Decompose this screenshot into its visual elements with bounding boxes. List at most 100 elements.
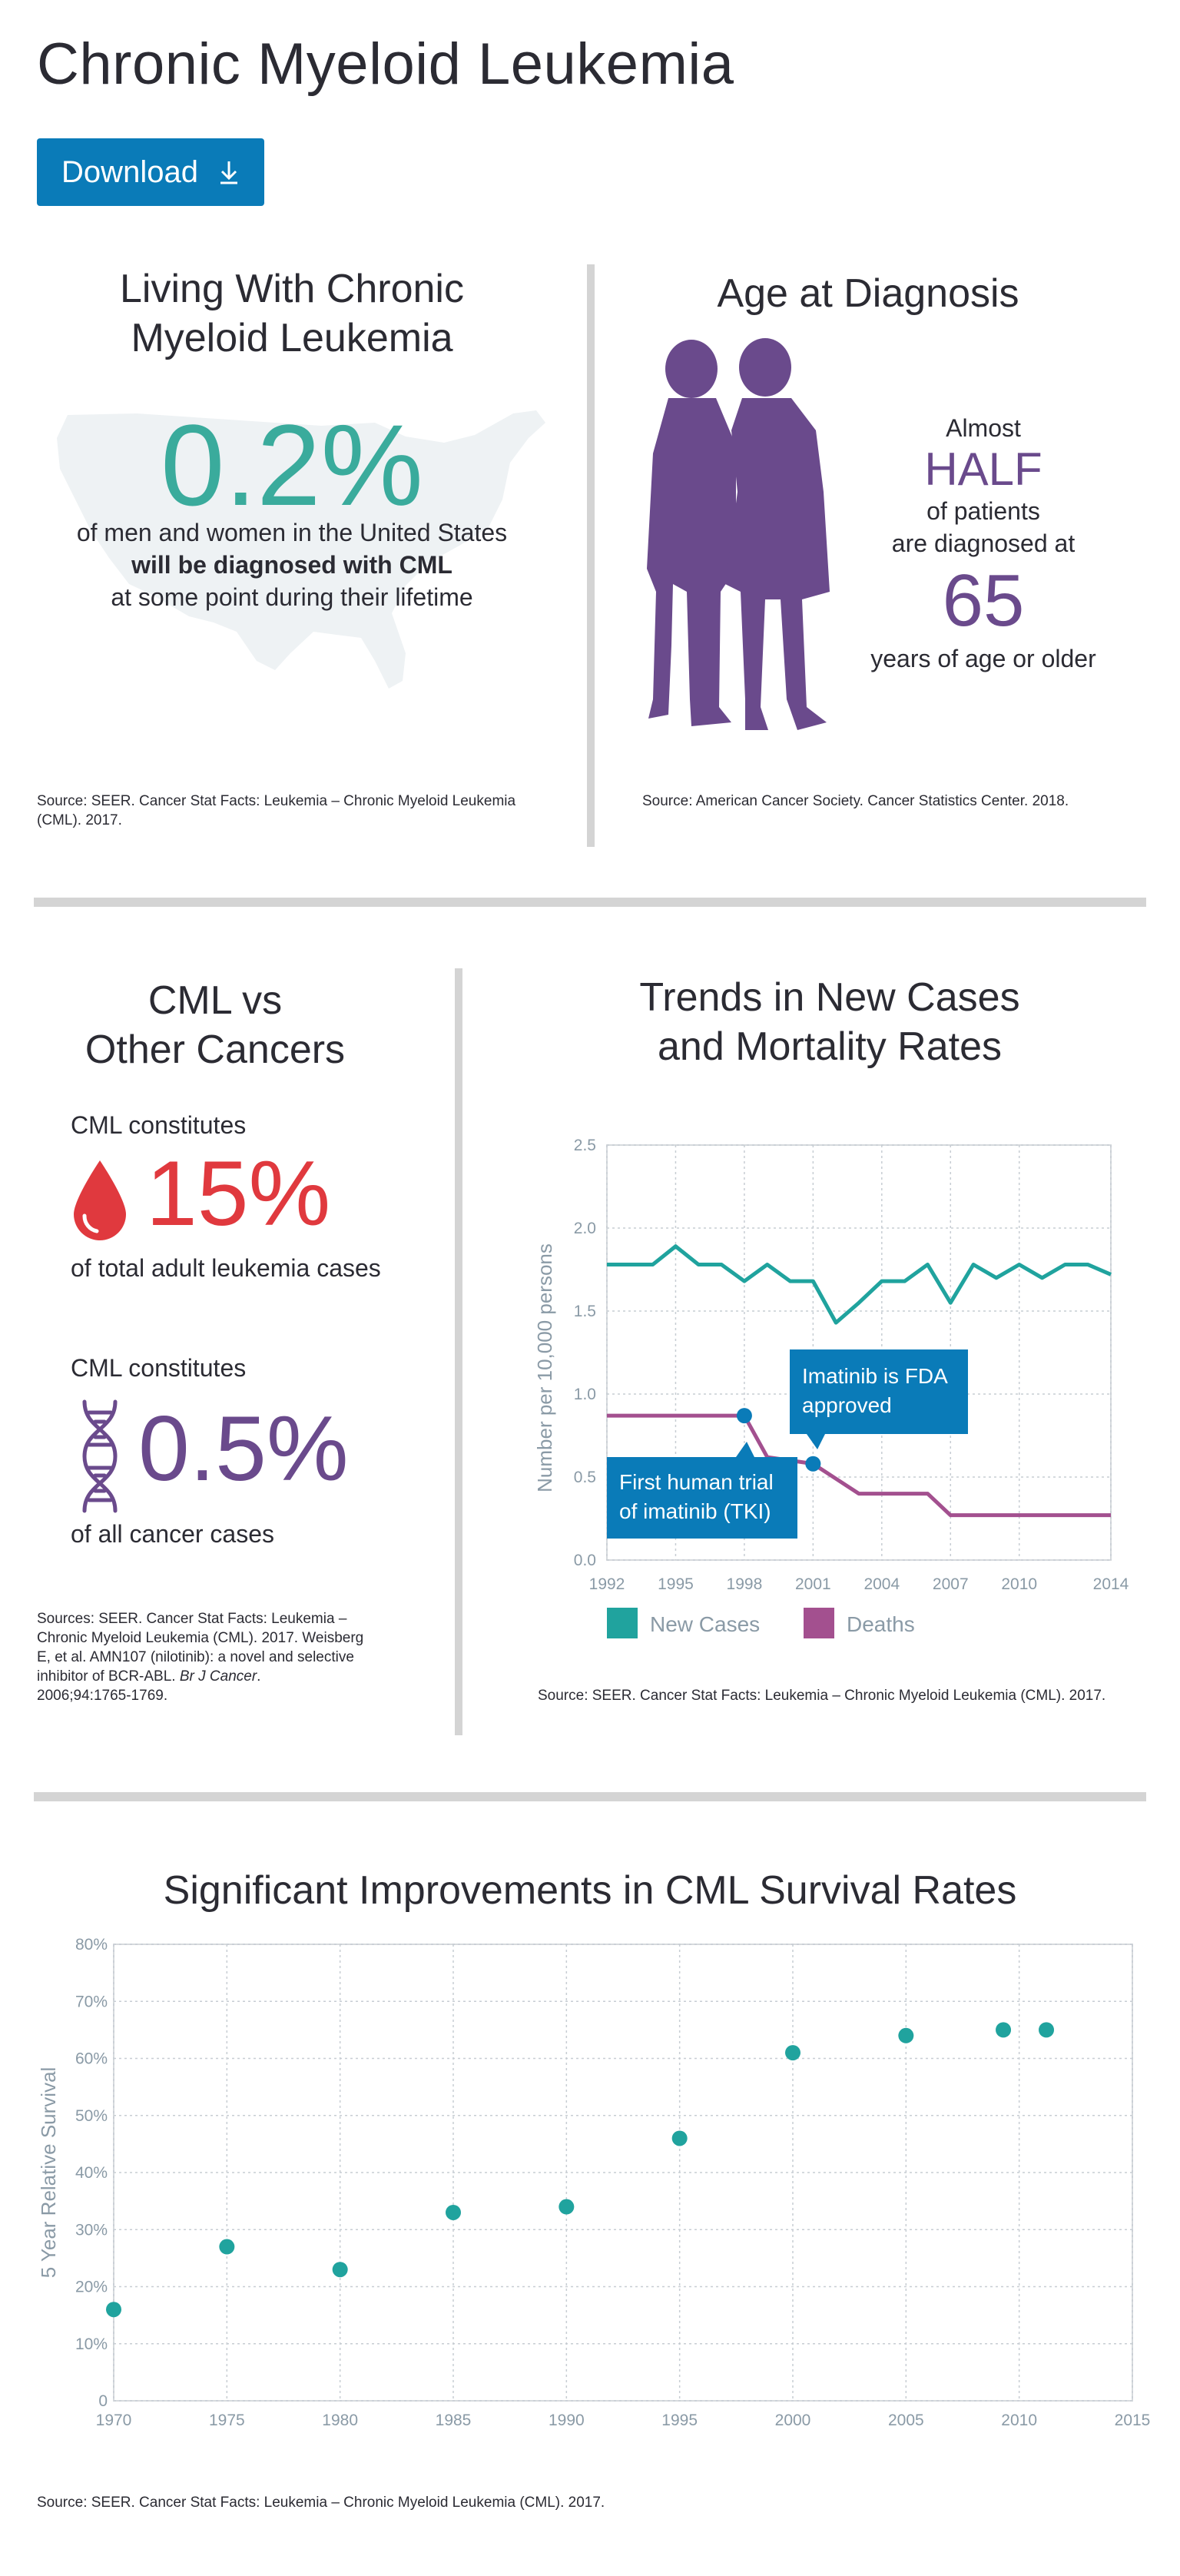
x-tick-label: 1970 (96, 2412, 132, 2429)
age-almost: Almost (946, 414, 1021, 442)
divider-vertical-top (587, 264, 595, 847)
cml-vs-source-line5: 2006;94:1765-1769. (37, 1688, 168, 1704)
callout-fda-line1: Imatinib is FDA (802, 1364, 948, 1388)
callout-fda-pointer (807, 1434, 825, 1449)
trends-title-line2: and Mortality Rates (658, 1024, 1002, 1069)
data-point (219, 2239, 235, 2255)
x-tick-label: 1975 (209, 2412, 245, 2429)
data-point (446, 2204, 461, 2220)
x-tick-label: 1980 (322, 2412, 358, 2429)
callout-trial-pointer (736, 1442, 754, 1457)
cml-vs-source-line2: Chronic Myeloid Leukemia (CML). 2017. We… (37, 1630, 364, 1646)
y-tick-label: 0.0 (574, 1552, 596, 1569)
us-map-icon (57, 410, 545, 689)
y-tick-label: 70% (75, 1993, 108, 2010)
y-tick-label: 1.5 (574, 1303, 596, 1320)
living-text-line2: will be diagnosed with CML (131, 551, 452, 579)
blood-drop-icon (74, 1160, 126, 1240)
x-tick-label: 2004 (863, 1575, 900, 1593)
cml-constitutes-1: CML constitutes (71, 1111, 247, 1139)
callout-fda-line2: approved (802, 1393, 892, 1417)
legend-label-deaths: Deaths (847, 1612, 915, 1636)
series-line-new-cases (607, 1244, 1112, 1325)
cml-constitutes-2: CML constitutes (71, 1354, 247, 1382)
x-tick-label: 1998 (727, 1575, 763, 1593)
annotation-point-fda (805, 1456, 821, 1472)
y-tick-label: 50% (75, 2107, 108, 2125)
y-tick-label: 60% (75, 2050, 108, 2068)
living-title-line1: Living With Chronic (120, 267, 464, 311)
age-title: Age at Diagnosis (717, 271, 1019, 316)
y-tick-label: 1.0 (574, 1386, 596, 1403)
legend-swatch-new-cases (607, 1608, 638, 1638)
x-tick-label: 2007 (933, 1575, 969, 1593)
cml-vs-source-line4-text: inhibitor of BCR-ABL. (37, 1668, 176, 1685)
legend-swatch-deaths (804, 1608, 834, 1638)
survival-title: Significant Improvements in CML Survival… (163, 1868, 1017, 1913)
cml-vs-source-journal: Br J Cancer (179, 1668, 257, 1685)
series-line-deaths (607, 1413, 1111, 1518)
living-text-line3: at some point during their lifetime (111, 583, 473, 611)
cml-vs-source-line4: inhibitor of BCR-ABL. Br J Cancer. (37, 1667, 390, 1686)
divider-horizontal-2 (34, 1792, 1146, 1801)
callout-trial-box (607, 1457, 797, 1539)
y-tick-label: 30% (75, 2221, 108, 2239)
y-axis-label: Number per 10,000 persons (533, 1243, 556, 1492)
divider-vertical-middle (455, 968, 462, 1735)
cml-desc-2: of all cancer cases (71, 1520, 275, 1548)
cml-vs-source: Sources: SEER. Cancer Stat Facts: Leukem… (37, 1609, 390, 1705)
x-tick-label: 1995 (661, 2412, 698, 2429)
x-tick-label: 2010 (1001, 2412, 1037, 2429)
x-tick-label: 2000 (775, 2412, 811, 2429)
y-axis-label: 5 Year Relative Survival (37, 2067, 60, 2279)
cml-vs-source-line3: E, et al. AMN107 (nilotinib): a novel an… (37, 1649, 354, 1665)
y-tick-label: 2.5 (574, 1137, 596, 1154)
download-icon (218, 160, 240, 184)
x-tick-label: 2015 (1115, 2412, 1151, 2429)
age-diagnosed-at: are diagnosed at (891, 529, 1076, 557)
y-tick-label: 2.0 (574, 1220, 596, 1237)
data-point (785, 2045, 800, 2061)
x-tick-label: 2014 (1093, 1575, 1129, 1593)
people-silhouette-icon (647, 338, 830, 730)
x-tick-label: 2010 (1001, 1575, 1037, 1593)
living-title: Living With Chronic Myeloid Leukemia (46, 264, 538, 363)
callout-trial-line2: of imatinib (TKI) (619, 1499, 771, 1523)
y-tick-label: 40% (75, 2164, 108, 2182)
living-title-line2: Myeloid Leukemia (131, 316, 453, 360)
dna-icon (82, 1399, 118, 1513)
living-source: Source: SEER. Cancer Stat Facts: Leukemi… (37, 793, 516, 828)
plot-frame (606, 1144, 1112, 1561)
age-years: years of age or older (870, 645, 1096, 672)
data-point (671, 2130, 688, 2146)
data-point (106, 2302, 121, 2318)
divider-horizontal-1 (34, 898, 1146, 907)
callout-trial-line1: First human trial (619, 1470, 774, 1494)
y-tick-label: 20% (75, 2279, 108, 2296)
y-tick-label: 0 (98, 2392, 108, 2410)
trends-source: Source: SEER. Cancer Stat Facts: Leukemi… (538, 1688, 1106, 1704)
data-point (898, 2027, 914, 2043)
cml-vs-source-line4-end: . (257, 1668, 261, 1685)
age-stat-block: Almost HALF of patients are diagnosed at… (830, 412, 1137, 675)
trends-title: Trends in New Cases and Mortality Rates (530, 973, 1129, 1071)
download-button[interactable]: Download (37, 138, 264, 206)
x-tick-label: 1985 (436, 2412, 472, 2429)
annotation-point-trial (736, 1408, 752, 1424)
cml-stat-2: 0.5% (138, 1397, 349, 1500)
data-point (996, 2022, 1012, 2038)
cml-desc-1: of total adult leukemia cases (71, 1254, 381, 1282)
age-of-patients: of patients (926, 497, 1040, 525)
trends-title-line1: Trends in New Cases (639, 975, 1020, 1020)
age-source: Source: American Cancer Society. Cancer … (642, 793, 1069, 809)
download-label: Download (61, 154, 198, 189)
x-tick-label: 2005 (888, 2412, 924, 2429)
data-point (559, 2199, 575, 2215)
cml-stat-1: 15% (146, 1142, 331, 1245)
living-stat: 0.2% (161, 400, 423, 529)
cml-vs-title-line2: Other Cancers (85, 1027, 346, 1072)
y-tick-label: 80% (75, 1936, 108, 1954)
x-tick-label: 1992 (589, 1575, 625, 1593)
